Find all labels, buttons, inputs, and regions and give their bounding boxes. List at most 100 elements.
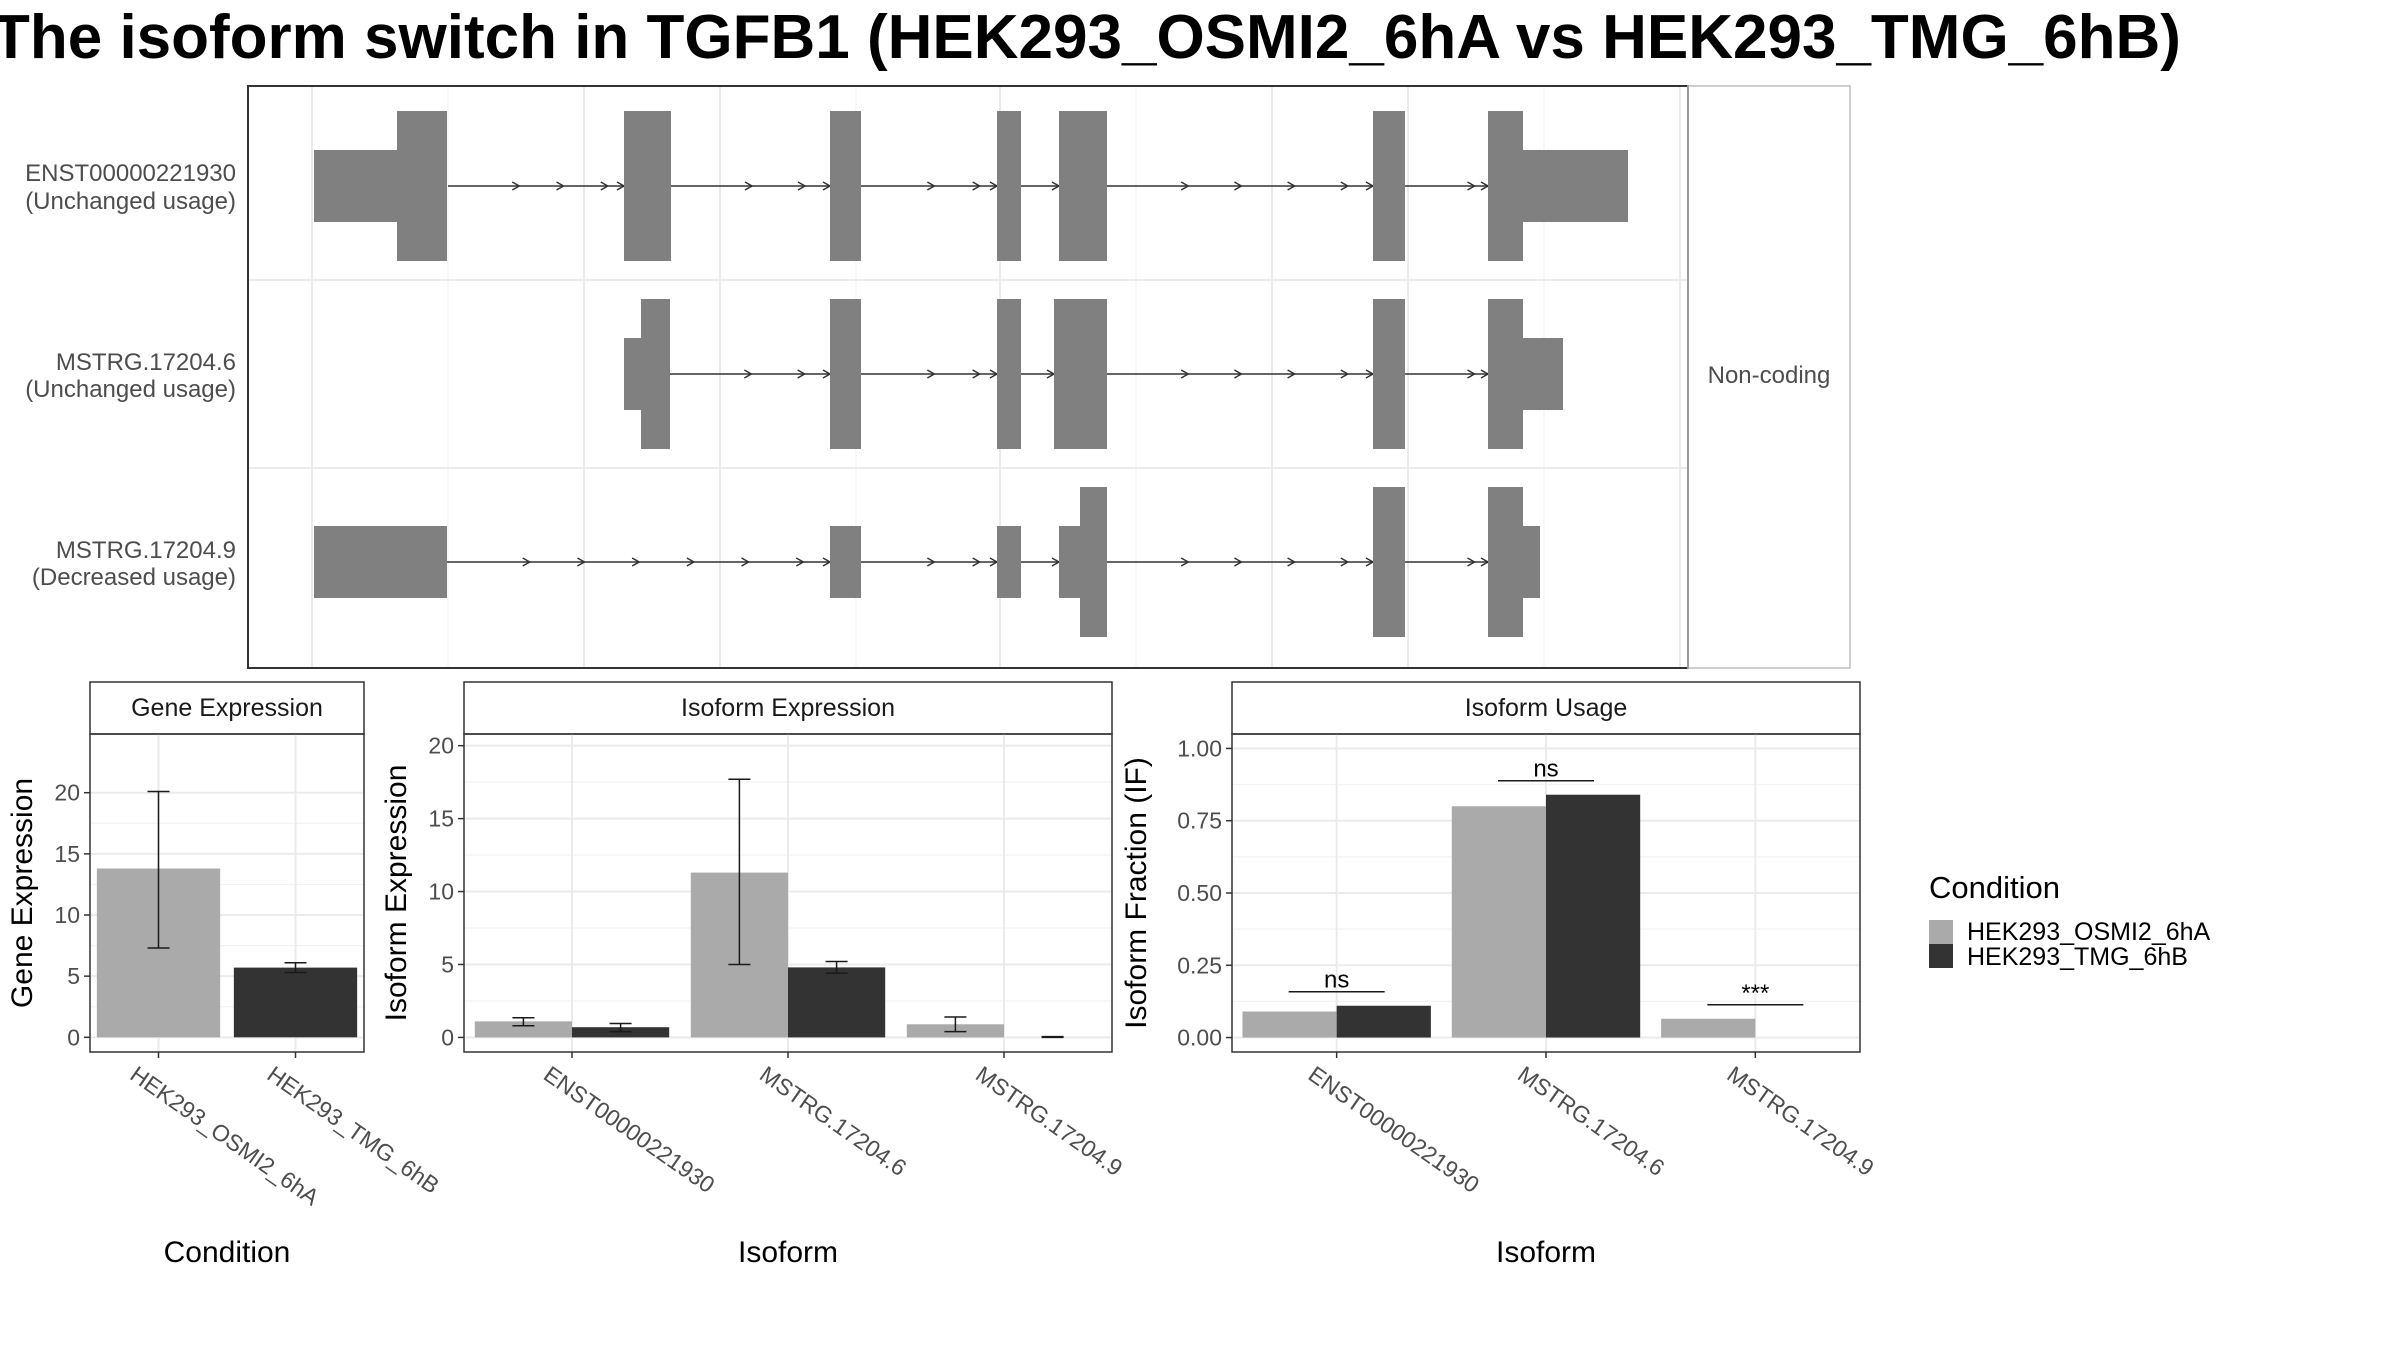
coding-exon: [1373, 299, 1405, 449]
isoform-usage-y-axis-title: Isoform Fraction (IF): [1120, 757, 1153, 1029]
utr-exon: [1523, 150, 1628, 222]
intron-direction-arrow: [1467, 181, 1477, 191]
utr-exon: [1523, 338, 1563, 410]
isoform-label-1: ENST00000221930: [25, 160, 236, 187]
intron-direction-arrow: [1467, 557, 1477, 567]
bar: [1336, 1005, 1431, 1038]
isoform-expression-strip: [463, 681, 1113, 735]
intron-direction-arrow: [1180, 181, 1190, 191]
legend-label-tmg: HEK293_TMG_6hB: [1967, 943, 2188, 971]
isoform-expression-x-axis-title: Isoform: [738, 1236, 838, 1269]
coding-exon: [997, 111, 1021, 261]
intron-direction-arrow: [1180, 369, 1190, 379]
isoform-label-3: MSTRG.17204.9: [56, 537, 236, 564]
isoform-expression-border: [463, 733, 1113, 1053]
intron-direction-arrow: [1234, 369, 1243, 379]
bar: [1546, 794, 1641, 1038]
intron-direction-arrow: [1467, 369, 1477, 379]
coding-exon: [1373, 111, 1405, 261]
y-tick-label: 20: [428, 733, 454, 759]
gene-expression-x-axis-title: Condition: [164, 1236, 291, 1269]
intron-direction-arrow: [600, 181, 610, 191]
coding-exon: [624, 111, 671, 261]
intron-direction-arrow: [744, 181, 754, 191]
legend-swatch-osmi2: [1929, 920, 1953, 944]
isoform-expression-y-axis-title: Isoform Expression: [380, 765, 413, 1022]
gene-expression-y-axis-title: Gene Expression: [6, 778, 39, 1008]
y-tick-label: 1.00: [1177, 735, 1222, 761]
coding-exon: [641, 299, 670, 449]
intron-direction-arrow: [631, 557, 641, 567]
coding-exon: [1080, 487, 1107, 637]
y-tick-label: 20: [54, 780, 80, 806]
intron-direction-arrow: [972, 181, 982, 191]
significance-label: ns: [1533, 756, 1558, 783]
isoform-usage-border: [1231, 733, 1861, 1053]
structure-plot-area: [248, 86, 1688, 668]
intron-direction-arrow: [797, 369, 807, 379]
isoform-label-2: MSTRG.17204.6: [56, 349, 236, 376]
isoform-usage-2: (Unchanged usage): [25, 376, 236, 403]
y-tick-label: 10: [54, 902, 80, 928]
significance-label: ns: [1324, 967, 1349, 994]
bar: [1451, 806, 1546, 1038]
intron-direction-arrow: [743, 369, 753, 379]
coding-exon: [1054, 299, 1107, 449]
gene-expression-strip: [89, 681, 365, 735]
intron-direction-arrow: [972, 369, 982, 379]
legend: Condition HEK293_OSMI2_6hA HEK293_TMG_6h…: [1929, 870, 2211, 971]
utr-exon: [1523, 526, 1540, 598]
intron-direction-arrow: [1287, 181, 1297, 191]
intron-direction-arrow: [797, 181, 807, 191]
gene-expression-border: [89, 733, 365, 1053]
utr-exon: [1059, 526, 1080, 598]
bar: [233, 967, 358, 1038]
intron-direction-arrow: [577, 557, 586, 567]
y-tick-label: 0: [441, 1024, 454, 1050]
utr-exon: [624, 338, 641, 410]
utr-exon: [314, 150, 397, 222]
coding-exon: [1488, 299, 1523, 449]
intron-direction-arrow: [522, 557, 532, 567]
structure-facet-strip: [1687, 85, 1851, 669]
coding-exon: [1373, 487, 1405, 637]
utr-exon: [997, 526, 1021, 598]
utr-exon: [314, 526, 447, 598]
legend-swatch-tmg: [1929, 944, 1953, 968]
structure-panel: Non-coding ENST00000221930 (Unchanged us…: [25, 85, 1851, 669]
y-tick-label: 0: [67, 1024, 80, 1050]
figure-title: The isoform switch in TGFB1 (HEK293_OSMI…: [0, 3, 2181, 72]
intron-direction-arrow: [972, 557, 982, 567]
intron-direction-arrow: [1340, 369, 1350, 379]
bar: [1661, 1018, 1756, 1038]
intron-direction-arrow: [1287, 369, 1297, 379]
intron-direction-arrow: [686, 557, 696, 567]
intron-direction-arrow: [926, 181, 936, 191]
intron-direction-arrow: [1287, 557, 1297, 567]
coding-exon: [1488, 487, 1523, 637]
coding-exon: [1488, 111, 1523, 261]
y-tick-label: 10: [428, 879, 454, 905]
coding-exon: [830, 111, 861, 261]
intron-direction-arrow: [1234, 557, 1243, 567]
coding-exon: [1059, 111, 1107, 261]
isoform-usage-x-axis-title: Isoform: [1496, 1236, 1596, 1269]
structure-facet-label: Non-coding: [1708, 362, 1831, 389]
y-tick-label: 15: [428, 806, 454, 832]
bar: [788, 967, 886, 1038]
intron-direction-arrow: [795, 557, 805, 567]
coding-exon: [997, 299, 1021, 449]
legend-title: Condition: [1929, 870, 2060, 905]
y-tick-label: 0.25: [1177, 952, 1222, 978]
isoform-expression-strip-label: Isoform Expression: [681, 694, 895, 722]
isoform-usage-1: (Unchanged usage): [25, 188, 236, 215]
intron-direction-arrow: [741, 557, 751, 567]
significance-label: ***: [1741, 980, 1769, 1007]
bar: [474, 1021, 572, 1038]
coding-exon: [397, 111, 447, 261]
y-tick-label: 0.50: [1177, 880, 1222, 906]
utr-exon: [830, 526, 861, 598]
intron-direction-arrow: [1340, 557, 1350, 567]
y-tick-label: 0.00: [1177, 1025, 1222, 1051]
